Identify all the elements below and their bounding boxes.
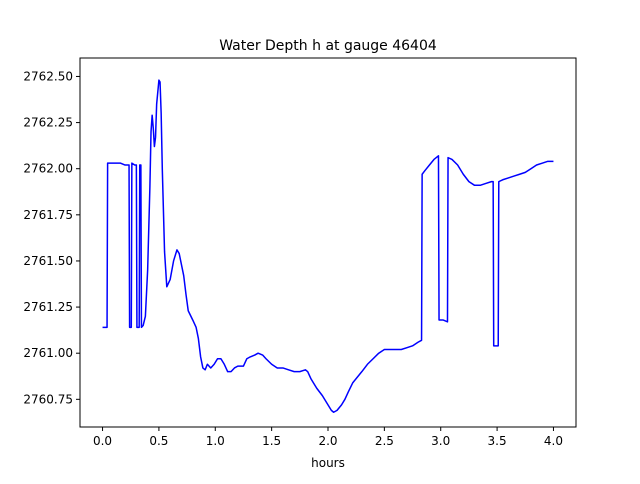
- y-tick-label: 2762.00: [23, 162, 73, 176]
- y-tick-label: 2761.25: [23, 300, 73, 314]
- x-tick-label: 4.0: [544, 434, 563, 448]
- chart-title: Water Depth h at gauge 46404: [219, 38, 437, 54]
- x-axis: 0.0 0.5 1.0 1.5 2.0 2.5 3.0 3.5 4.0: [93, 427, 563, 448]
- x-tick-label: 2.0: [318, 434, 337, 448]
- y-tick-label: 2762.50: [23, 69, 73, 83]
- y-tick-label: 2761.00: [23, 346, 73, 360]
- x-tick-label: 3.0: [431, 434, 450, 448]
- x-tick-label: 3.5: [488, 434, 507, 448]
- y-tick-label: 2761.75: [23, 208, 73, 222]
- series-line-0: [102, 79, 554, 413]
- x-tick-label: 0.0: [93, 434, 112, 448]
- y-tick-label: 2762.25: [23, 116, 73, 130]
- y-axis: 2760.75 2761.00 2761.25 2761.50 2761.75 2762.…: [23, 69, 80, 406]
- x-tick-label: 1.0: [206, 434, 225, 448]
- x-tick-label: 1.5: [262, 434, 281, 448]
- x-axis-label: hours: [311, 456, 345, 470]
- x-tick-label: 0.5: [149, 434, 168, 448]
- y-tick-label: 2760.75: [23, 392, 73, 406]
- x-tick-label: 2.5: [375, 434, 394, 448]
- y-tick-label: 2761.50: [23, 254, 73, 268]
